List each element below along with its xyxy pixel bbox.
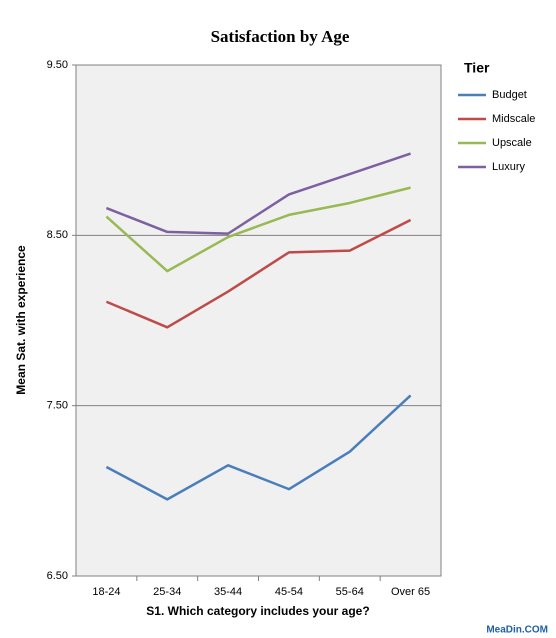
watermark: MeaDin.COM [486, 625, 548, 636]
legend-label: Luxury [492, 161, 526, 173]
x-tick-label: 55-64 [336, 586, 364, 598]
y-tick-label: 7.50 [47, 400, 68, 412]
legend-label: Upscale [492, 137, 532, 149]
x-tick-label: 18-24 [92, 586, 120, 598]
y-tick-label: 8.50 [47, 229, 68, 241]
series-line [105, 152, 411, 235]
legend-title: Tier [464, 60, 490, 76]
series-line [105, 186, 411, 273]
y-tick-label: 6.50 [47, 570, 68, 582]
plot-area [75, 64, 442, 577]
series-line [105, 394, 412, 501]
x-axis-title: S1. Which category includes your age? [146, 604, 369, 618]
chart-title: Satisfaction by Age [211, 27, 350, 46]
series-line [105, 218, 412, 329]
x-tick-label: 45-54 [275, 586, 303, 598]
legend-label: Midscale [492, 113, 535, 125]
x-tick-label: Over 65 [391, 586, 430, 598]
legend-label: Budget [492, 89, 527, 101]
y-axis-title: Mean Sat. with experience [14, 245, 28, 395]
x-tick-label: 35-44 [214, 586, 242, 598]
x-tick-label: 25-34 [153, 586, 181, 598]
y-tick-label: 9.50 [47, 59, 68, 71]
